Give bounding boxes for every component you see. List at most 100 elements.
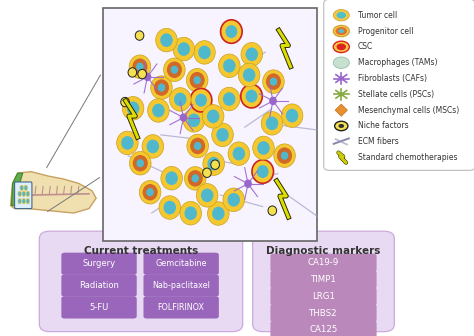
Circle shape (337, 12, 346, 18)
Circle shape (165, 171, 178, 185)
Circle shape (219, 87, 240, 111)
FancyBboxPatch shape (253, 231, 394, 332)
FancyBboxPatch shape (270, 287, 377, 305)
Circle shape (266, 117, 278, 130)
Circle shape (190, 88, 212, 112)
Circle shape (202, 104, 224, 128)
Text: Nab-paclitaxel: Nab-paclitaxel (152, 281, 210, 290)
Circle shape (180, 202, 201, 225)
Circle shape (246, 47, 258, 61)
Circle shape (26, 199, 30, 204)
Circle shape (333, 9, 349, 21)
Circle shape (207, 110, 219, 123)
Circle shape (177, 42, 190, 56)
Circle shape (188, 170, 203, 186)
Circle shape (184, 167, 206, 190)
Circle shape (269, 97, 277, 105)
Circle shape (152, 103, 164, 117)
Text: TIMP1: TIMP1 (310, 275, 337, 284)
Circle shape (164, 201, 176, 214)
Text: Radiation: Radiation (79, 281, 119, 290)
Text: Tumor cell: Tumor cell (358, 11, 397, 20)
FancyBboxPatch shape (270, 254, 377, 272)
Circle shape (122, 96, 144, 120)
Circle shape (154, 79, 169, 96)
Polygon shape (335, 104, 347, 116)
Circle shape (223, 188, 245, 212)
Circle shape (266, 73, 281, 90)
Text: Progenitor cell: Progenitor cell (358, 27, 413, 36)
Circle shape (24, 185, 27, 191)
Circle shape (333, 41, 349, 52)
Circle shape (143, 184, 158, 201)
Circle shape (212, 207, 225, 220)
Circle shape (160, 33, 173, 47)
FancyBboxPatch shape (324, 0, 474, 170)
Circle shape (208, 157, 220, 170)
FancyBboxPatch shape (39, 231, 243, 332)
Circle shape (129, 55, 151, 79)
Circle shape (257, 165, 269, 178)
Text: Fibroblasts (CAFs): Fibroblasts (CAFs) (358, 74, 427, 83)
Circle shape (274, 144, 295, 167)
Circle shape (211, 160, 219, 169)
Circle shape (257, 141, 270, 155)
Text: Diagnostic markers: Diagnostic markers (266, 246, 381, 256)
Circle shape (147, 99, 169, 122)
Circle shape (196, 183, 218, 207)
Circle shape (187, 134, 209, 158)
Circle shape (22, 191, 26, 197)
Circle shape (336, 27, 347, 35)
Circle shape (270, 78, 277, 86)
Circle shape (333, 57, 349, 69)
Circle shape (128, 68, 137, 77)
Text: Surgery: Surgery (82, 259, 116, 268)
FancyBboxPatch shape (103, 8, 317, 241)
Text: Stellate cells (PSCs): Stellate cells (PSCs) (358, 90, 434, 99)
Circle shape (127, 101, 139, 115)
Text: Macrophages (TAMs): Macrophages (TAMs) (358, 58, 438, 67)
Circle shape (158, 83, 165, 92)
Circle shape (117, 131, 138, 155)
Circle shape (243, 68, 255, 82)
FancyBboxPatch shape (270, 321, 377, 336)
Circle shape (18, 191, 21, 197)
Circle shape (253, 136, 274, 160)
Circle shape (20, 185, 24, 191)
Circle shape (188, 114, 200, 127)
Circle shape (139, 180, 161, 204)
Circle shape (226, 25, 237, 38)
Text: CSC: CSC (358, 42, 373, 51)
Circle shape (190, 138, 205, 154)
Circle shape (268, 206, 277, 215)
Circle shape (174, 93, 186, 106)
Circle shape (151, 76, 172, 99)
Circle shape (203, 152, 225, 175)
Circle shape (191, 174, 199, 182)
Circle shape (129, 152, 151, 175)
Circle shape (170, 88, 191, 111)
Circle shape (338, 92, 344, 96)
Circle shape (183, 109, 205, 132)
Circle shape (223, 59, 236, 73)
Text: THBS2: THBS2 (309, 309, 338, 318)
Circle shape (212, 123, 233, 146)
Circle shape (198, 46, 211, 59)
Circle shape (220, 20, 242, 43)
Text: ECM fibers: ECM fibers (358, 137, 399, 146)
Circle shape (216, 128, 229, 142)
FancyBboxPatch shape (61, 296, 137, 319)
PathPatch shape (11, 173, 23, 206)
FancyBboxPatch shape (15, 182, 32, 209)
Text: 5-FU: 5-FU (90, 303, 109, 312)
Circle shape (337, 43, 346, 50)
Circle shape (171, 66, 178, 74)
Text: LRG1: LRG1 (312, 292, 335, 301)
Text: Standard chemotherapies: Standard chemotherapies (358, 153, 457, 162)
Circle shape (203, 168, 211, 177)
Circle shape (281, 104, 303, 127)
Circle shape (133, 155, 148, 171)
Circle shape (277, 148, 292, 164)
Circle shape (286, 109, 298, 123)
Text: Current treatments: Current treatments (84, 246, 198, 256)
